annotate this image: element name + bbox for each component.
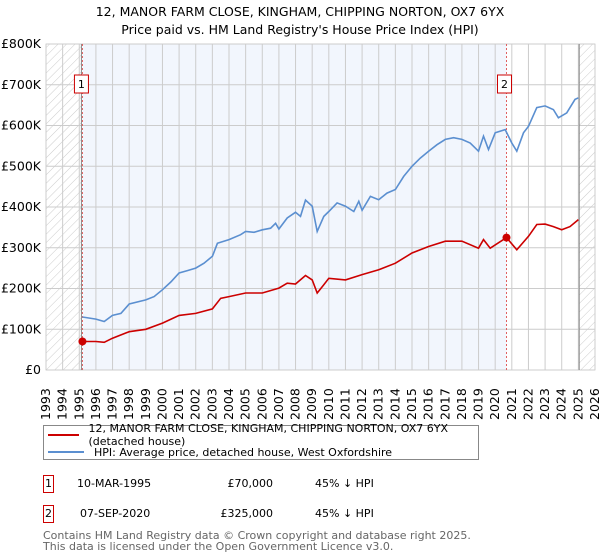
x-tick-label: 2021 bbox=[504, 388, 519, 420]
y-tick-label: £200K bbox=[1, 281, 42, 296]
x-tick-label: 2005 bbox=[238, 388, 253, 420]
transaction-hpi-diff: 45% ↓ HPI bbox=[315, 477, 374, 490]
price-chart: 12, MANOR FARM CLOSE, KINGHAM, CHIPPING … bbox=[1, 4, 600, 420]
property-price-line bbox=[82, 218, 579, 344]
x-tick-label: 1994 bbox=[55, 388, 70, 420]
chart-subtitle: Price paid vs. HM Land Registry's House … bbox=[121, 22, 478, 37]
sale-point bbox=[78, 337, 87, 346]
sale-badge-box bbox=[496, 74, 512, 94]
x-tick-label: 2019 bbox=[471, 388, 486, 420]
x-tick-label: 2013 bbox=[371, 388, 386, 420]
legend-label-hpi: HPI: Average price, detached house, West… bbox=[94, 445, 393, 459]
sale-badge-label: 2 bbox=[501, 78, 508, 91]
transaction-hpi-diff: 45% ↓ HPI bbox=[315, 507, 374, 520]
x-tick-label: 2014 bbox=[387, 388, 402, 420]
y-tick-label: £800K bbox=[1, 36, 42, 51]
footer-copyright: Contains HM Land Registry data © Crown c… bbox=[43, 529, 471, 542]
x-tick-label: 2001 bbox=[171, 388, 186, 420]
x-tick-label: 2023 bbox=[537, 388, 552, 420]
legend-swatch-blue bbox=[48, 451, 84, 453]
x-tick-label: 2017 bbox=[437, 388, 452, 420]
footer-licence: This data is licensed under the Open Gov… bbox=[43, 540, 394, 553]
transaction-date: 07-SEP-2020 bbox=[80, 507, 151, 520]
y-tick-label: £700K bbox=[1, 77, 42, 92]
x-tick-label: 1996 bbox=[88, 388, 103, 420]
transaction-date: 10-MAR-1995 bbox=[77, 477, 152, 490]
x-tick-label: 1999 bbox=[138, 388, 153, 420]
legend-item-hpi: HPI: Average price, detached house, West… bbox=[48, 444, 392, 460]
transaction-price: £70,000 bbox=[227, 477, 274, 490]
x-tick-label: 2011 bbox=[337, 388, 352, 420]
x-tick-label: 2004 bbox=[221, 388, 236, 420]
x-tick-label: 2024 bbox=[554, 388, 569, 420]
x-tick-label: 1995 bbox=[71, 388, 86, 420]
y-tick-label: £500K bbox=[1, 158, 42, 173]
x-tick-label: 1997 bbox=[105, 388, 120, 420]
y-tick-label: £300K bbox=[1, 240, 42, 255]
y-tick-label: £600K bbox=[1, 118, 42, 133]
x-tick-label: 2025 bbox=[570, 388, 585, 420]
x-tick-label: 2008 bbox=[288, 388, 303, 420]
x-tick-label: 2026 bbox=[587, 388, 600, 420]
legend-item-property: 12, MANOR FARM CLOSE, KINGHAM, CHIPPING … bbox=[48, 422, 478, 448]
chart-title: 12, MANOR FARM CLOSE, KINGHAM, CHIPPING … bbox=[96, 4, 505, 19]
hpi-line bbox=[82, 97, 579, 323]
x-tick-label: 2018 bbox=[454, 388, 469, 420]
transaction-badge: 1 bbox=[43, 475, 54, 493]
x-tick-label: 2020 bbox=[487, 388, 502, 420]
legend-swatch-red bbox=[48, 434, 79, 436]
x-tick-label: 1998 bbox=[121, 388, 136, 420]
x-tick-label: 1993 bbox=[38, 388, 53, 420]
legend: 12, MANOR FARM CLOSE, KINGHAM, CHIPPING … bbox=[43, 422, 479, 460]
y-tick-label: £100K bbox=[1, 321, 42, 336]
x-tick-label: 2003 bbox=[204, 388, 219, 420]
sale-badge-label: 1 bbox=[78, 78, 85, 91]
transaction-badge: 2 bbox=[43, 505, 54, 523]
legend-label-property: 12, MANOR FARM CLOSE, KINGHAM, CHIPPING … bbox=[88, 422, 449, 448]
x-tick-label: 2007 bbox=[271, 388, 286, 420]
x-tick-label: 2002 bbox=[188, 388, 203, 420]
transaction-row: 1 10-MAR-1995 £70,000 45% ↓ HPI bbox=[43, 475, 443, 493]
x-tick-label: 2009 bbox=[304, 388, 319, 420]
sale-badge-box bbox=[73, 74, 89, 94]
x-tick-label: 2000 bbox=[154, 388, 169, 420]
x-tick-label: 2012 bbox=[354, 388, 369, 420]
x-tick-label: 2006 bbox=[254, 388, 269, 420]
sale-point bbox=[502, 233, 511, 242]
x-tick-label: 2015 bbox=[404, 388, 419, 420]
y-tick-label: £0 bbox=[25, 362, 41, 377]
x-tick-label: 2016 bbox=[421, 388, 436, 420]
x-tick-label: 2022 bbox=[520, 388, 535, 420]
x-tick-label: 2010 bbox=[321, 388, 336, 420]
transaction-price: £325,000 bbox=[220, 507, 274, 520]
transaction-row: 2 07-SEP-2020 £325,000 45% ↓ HPI bbox=[43, 505, 443, 523]
y-tick-label: £400K bbox=[1, 199, 42, 214]
